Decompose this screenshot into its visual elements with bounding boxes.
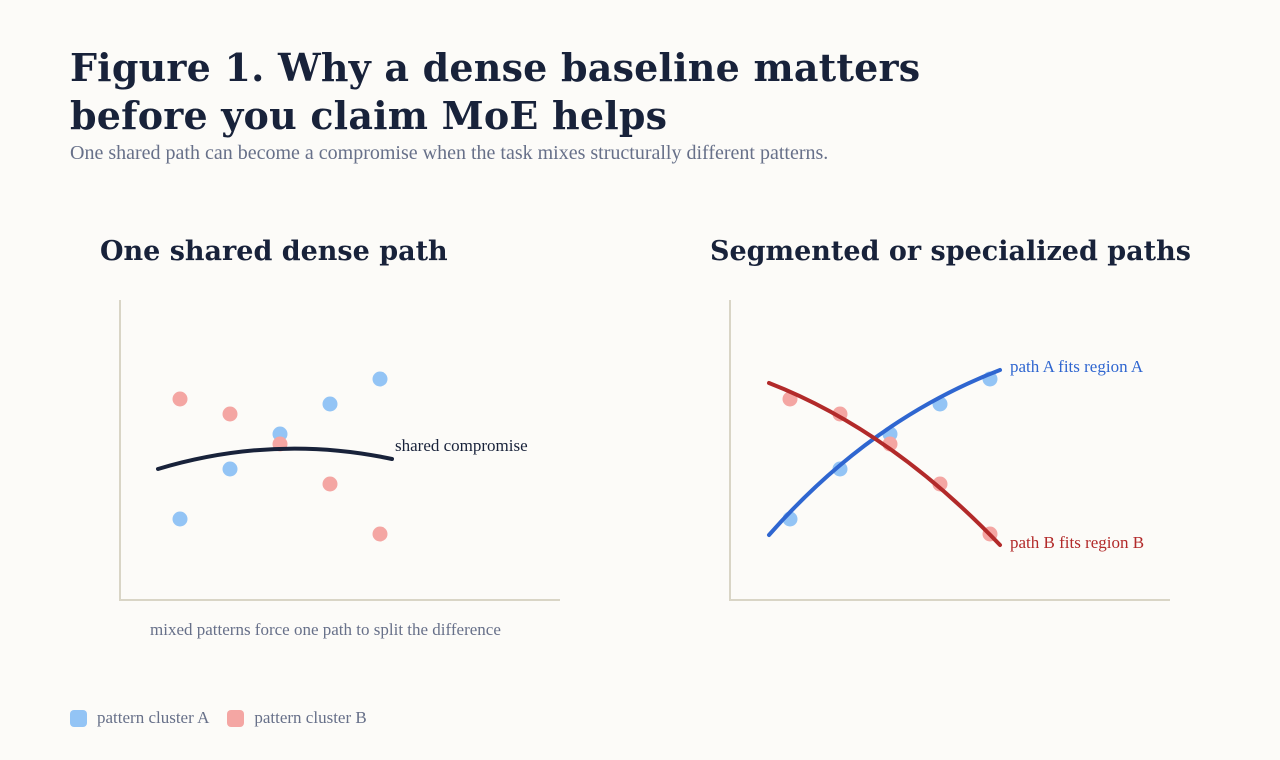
right-panel: path A fits region A path B fits region … — [729, 300, 1170, 601]
legend-label-cluster-b: pattern cluster B — [254, 708, 367, 727]
legend: pattern cluster A pattern cluster B — [70, 708, 385, 728]
left-panel-caption: mixed patterns force one path to split t… — [150, 620, 501, 639]
left-panel-title: One shared dense path — [100, 236, 448, 267]
legend-label-cluster-a: pattern cluster A — [97, 708, 210, 727]
left-point-b-1 — [172, 391, 188, 407]
legend-item-cluster-b: pattern cluster B — [227, 708, 367, 728]
path-a-curve — [767, 368, 1002, 537]
figure-title: Figure 1. Why a dense baseline matters b… — [70, 44, 920, 140]
path-b-curve — [767, 381, 1002, 547]
figure-subtitle: One shared path can become a compromise … — [70, 142, 829, 164]
right-point-a-2 — [832, 461, 848, 477]
left-point-a-4 — [322, 396, 338, 412]
cluster-b-swatch — [227, 709, 245, 727]
left-point-b-2 — [222, 406, 238, 422]
diagram-canvas: shared compromise mixed patterns force o… — [119, 300, 1170, 639]
left-point-a-1 — [172, 511, 188, 527]
figure-title-line2: before you claim MoE helps — [70, 93, 668, 138]
shared-compromise-label: shared compromise — [395, 436, 528, 455]
path-b-label: path B fits region B — [1010, 533, 1144, 552]
right-panel-title: Segmented or specialized paths — [710, 236, 1191, 267]
left-panel: shared compromise mixed patterns force o… — [119, 300, 560, 639]
left-panel-axes — [119, 300, 560, 601]
shared-compromise-curve — [156, 446, 394, 471]
left-point-a-2 — [222, 461, 238, 477]
right-point-b-4 — [932, 476, 948, 492]
left-point-a-5 — [372, 371, 388, 387]
cluster-a-swatch — [70, 709, 87, 727]
left-point-b-4 — [322, 476, 338, 492]
path-a-label: path A fits region A — [1010, 357, 1144, 376]
right-panel-axes — [729, 300, 1170, 601]
figure-title-line1: Figure 1. Why a dense baseline matters — [70, 45, 921, 90]
left-point-b-5 — [372, 526, 388, 542]
legend-item-cluster-a: pattern cluster A — [70, 708, 209, 728]
